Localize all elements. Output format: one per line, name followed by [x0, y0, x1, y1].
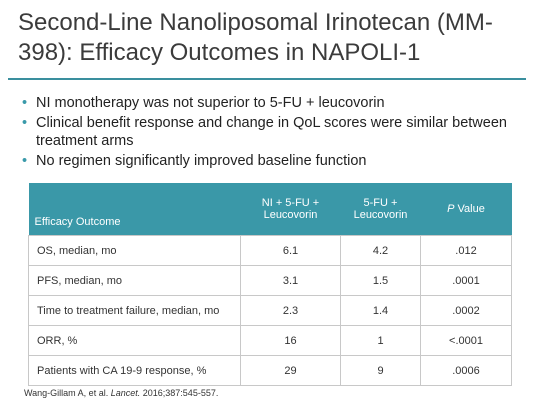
header-cell: 5-FU + Leucovorin	[340, 183, 421, 236]
citation-authors: Wang-Gillam A, et al.	[24, 388, 109, 398]
citation-details: 2016;387:545-557.	[142, 388, 219, 398]
table-cell: 2.3	[240, 295, 341, 326]
header-row: Efficacy Outcome NI + 5-FU + Leucovorin 5…	[28, 183, 512, 236]
table-cell: Patients with CA 19-9 response, %	[28, 355, 241, 386]
header-cell: Efficacy Outcome	[28, 183, 241, 236]
table-cell: 1	[340, 325, 421, 356]
header-line: Leucovorin	[353, 209, 408, 221]
table-row: ORR, % 16 1 <.0001	[28, 325, 512, 356]
bullet-list: NI monotherapy was not superior to 5-FU …	[22, 94, 522, 172]
header-italic: P	[447, 203, 455, 215]
table-cell: Time to treatment failure, median, mo	[28, 295, 241, 326]
title-rule	[8, 78, 526, 80]
header-text: Value	[457, 203, 485, 215]
table-cell: 4.2	[340, 235, 421, 266]
citation-journal: Lancet.	[110, 388, 141, 398]
table-cell: OS, median, mo	[28, 235, 241, 266]
table-header: Efficacy Outcome NI + 5-FU + Leucovorin 5…	[28, 183, 512, 236]
header-cell: P Value	[420, 183, 512, 236]
table-cell: 29	[240, 355, 341, 386]
table-row: PFS, median, mo 3.1 1.5.0001	[28, 265, 512, 296]
table-cell: .0002	[420, 295, 512, 326]
table-cell: 3.1	[240, 265, 341, 296]
table-cell: .012	[420, 235, 512, 266]
header-line: NI + 5-FU +	[261, 197, 320, 209]
title: Second-Line Nanoliposomal Irinotecan (MM…	[18, 9, 493, 66]
table-cell: ORR, %	[28, 325, 241, 356]
table-cell: 16	[240, 325, 341, 356]
table: Efficacy Outcome NI + 5-FU + Leucovorin 5…	[28, 183, 512, 386]
table-cell: <.0001	[420, 325, 512, 356]
table-cell: 9	[340, 355, 421, 386]
table-cell: 6.1	[240, 235, 341, 266]
table-cell: 1.5	[340, 265, 421, 296]
table-cell: .0006	[420, 355, 512, 386]
table-row: Time to treatment failure, median, mo 2.3…	[28, 295, 512, 326]
bullet: No regimen significantly improved baseli…	[22, 152, 522, 170]
header-line: 5-FU +	[363, 197, 398, 209]
table-body: OS, median, mo 6.1 4.2.012 PFS, median, mo 3…	[28, 235, 512, 386]
citation: Wang-Gillam A, et al. Lancet. 2016;387:5…	[24, 388, 218, 398]
header-cell: NI + 5-FU + Leucovorin	[240, 183, 341, 236]
table-row: OS, median, mo 6.1 4.2.012	[28, 235, 512, 266]
table-cell: .0001	[420, 265, 512, 296]
bullet: Clinical benefit response and change in …	[22, 114, 522, 150]
header-line: Leucovorin	[263, 209, 318, 221]
bullet: NI monotherapy was not superior to 5-FU …	[22, 94, 522, 112]
table-cell: 1.4	[340, 295, 421, 326]
table-row: Patients with CA 19-9 response, % 29 9.000…	[28, 355, 512, 386]
table-cell: PFS, median, mo	[28, 265, 241, 296]
